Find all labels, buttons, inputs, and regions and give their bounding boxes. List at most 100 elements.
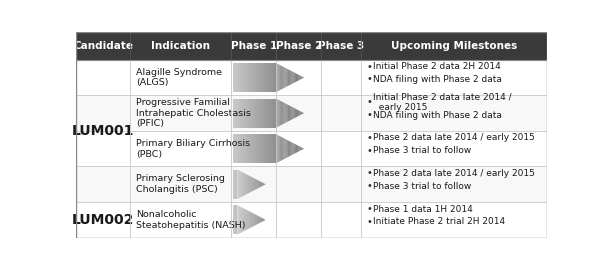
Polygon shape	[292, 72, 294, 84]
Polygon shape	[267, 99, 268, 128]
Polygon shape	[266, 63, 267, 92]
Text: Alagille Syndrome
(ALGS): Alagille Syndrome (ALGS)	[136, 68, 222, 88]
Polygon shape	[267, 63, 268, 92]
Polygon shape	[284, 138, 285, 159]
Polygon shape	[267, 134, 268, 163]
Polygon shape	[233, 134, 234, 163]
Polygon shape	[237, 134, 238, 163]
Text: Phase 3 trial to follow: Phase 3 trial to follow	[373, 146, 472, 155]
Polygon shape	[288, 140, 289, 157]
Polygon shape	[291, 142, 292, 156]
Polygon shape	[291, 71, 292, 84]
Polygon shape	[259, 99, 260, 128]
Polygon shape	[297, 145, 298, 152]
Polygon shape	[276, 63, 277, 92]
Polygon shape	[247, 63, 249, 92]
Text: •: •	[367, 110, 373, 120]
Polygon shape	[292, 107, 294, 119]
Polygon shape	[286, 140, 287, 158]
Polygon shape	[258, 134, 259, 163]
Polygon shape	[243, 99, 244, 128]
Polygon shape	[252, 63, 253, 92]
Text: Phase 2 data late 2014 / early 2015: Phase 2 data late 2014 / early 2015	[373, 134, 535, 142]
Polygon shape	[285, 103, 286, 123]
Polygon shape	[295, 144, 296, 153]
Polygon shape	[243, 134, 244, 163]
Polygon shape	[237, 63, 238, 92]
Polygon shape	[300, 111, 302, 115]
Polygon shape	[286, 104, 287, 122]
Polygon shape	[266, 99, 267, 128]
Text: Phase 3 trial to follow: Phase 3 trial to follow	[373, 182, 472, 191]
Polygon shape	[258, 63, 259, 92]
Polygon shape	[288, 69, 289, 86]
Polygon shape	[290, 106, 291, 120]
Polygon shape	[245, 63, 246, 92]
Polygon shape	[238, 63, 239, 92]
Text: NDA filing with Phase 2 data: NDA filing with Phase 2 data	[373, 111, 502, 120]
Bar	[76, 131, 547, 167]
Polygon shape	[273, 63, 274, 92]
Polygon shape	[255, 134, 257, 163]
Polygon shape	[271, 99, 272, 128]
Text: Phase 2: Phase 2	[275, 41, 322, 51]
Polygon shape	[297, 109, 298, 117]
Polygon shape	[234, 99, 235, 128]
Polygon shape	[242, 99, 243, 128]
Polygon shape	[269, 99, 271, 128]
Polygon shape	[240, 63, 241, 92]
Polygon shape	[253, 134, 254, 163]
Polygon shape	[280, 65, 281, 90]
Polygon shape	[290, 70, 291, 85]
Text: Initiate Phase 2 trial 2H 2014: Initiate Phase 2 trial 2H 2014	[373, 217, 505, 226]
Polygon shape	[285, 139, 286, 159]
Polygon shape	[285, 68, 286, 88]
Bar	[76, 202, 547, 238]
Text: Phase 1 data 1H 2014: Phase 1 data 1H 2014	[373, 205, 473, 214]
Polygon shape	[303, 148, 304, 149]
Text: Initial Phase 2 data late 2014 /
  early 2015: Initial Phase 2 data late 2014 / early 2…	[373, 93, 512, 112]
Polygon shape	[261, 134, 263, 163]
Polygon shape	[258, 99, 259, 128]
Polygon shape	[252, 99, 253, 128]
Text: Indication: Indication	[151, 41, 210, 51]
Polygon shape	[257, 99, 258, 128]
Polygon shape	[234, 134, 235, 163]
Text: •: •	[367, 74, 373, 84]
Polygon shape	[244, 99, 245, 128]
Polygon shape	[260, 134, 261, 163]
Polygon shape	[268, 63, 269, 92]
Text: Candidate: Candidate	[73, 41, 133, 51]
Polygon shape	[259, 63, 260, 92]
Polygon shape	[252, 134, 253, 163]
Polygon shape	[264, 134, 265, 163]
Polygon shape	[281, 66, 282, 89]
Polygon shape	[280, 101, 281, 125]
Polygon shape	[246, 134, 247, 163]
Polygon shape	[263, 63, 264, 92]
Polygon shape	[303, 77, 304, 78]
Polygon shape	[291, 106, 292, 120]
Polygon shape	[299, 146, 300, 151]
Text: Progressive Familial
Intrahepatic Cholestasis
(PFIC): Progressive Familial Intrahepatic Choles…	[136, 98, 250, 128]
Polygon shape	[234, 63, 235, 92]
Polygon shape	[250, 63, 251, 92]
Polygon shape	[243, 63, 244, 92]
Text: •: •	[367, 146, 373, 156]
Polygon shape	[282, 102, 283, 125]
Polygon shape	[274, 99, 275, 128]
Bar	[76, 32, 547, 60]
Polygon shape	[263, 99, 264, 128]
Polygon shape	[302, 148, 303, 150]
Bar	[76, 95, 547, 131]
Polygon shape	[244, 134, 245, 163]
Polygon shape	[298, 74, 299, 81]
Polygon shape	[272, 63, 273, 92]
Polygon shape	[279, 100, 280, 126]
Text: •: •	[367, 217, 373, 227]
Polygon shape	[235, 134, 236, 163]
Polygon shape	[289, 70, 290, 85]
Polygon shape	[277, 99, 278, 127]
Polygon shape	[288, 105, 289, 121]
Polygon shape	[265, 134, 266, 163]
